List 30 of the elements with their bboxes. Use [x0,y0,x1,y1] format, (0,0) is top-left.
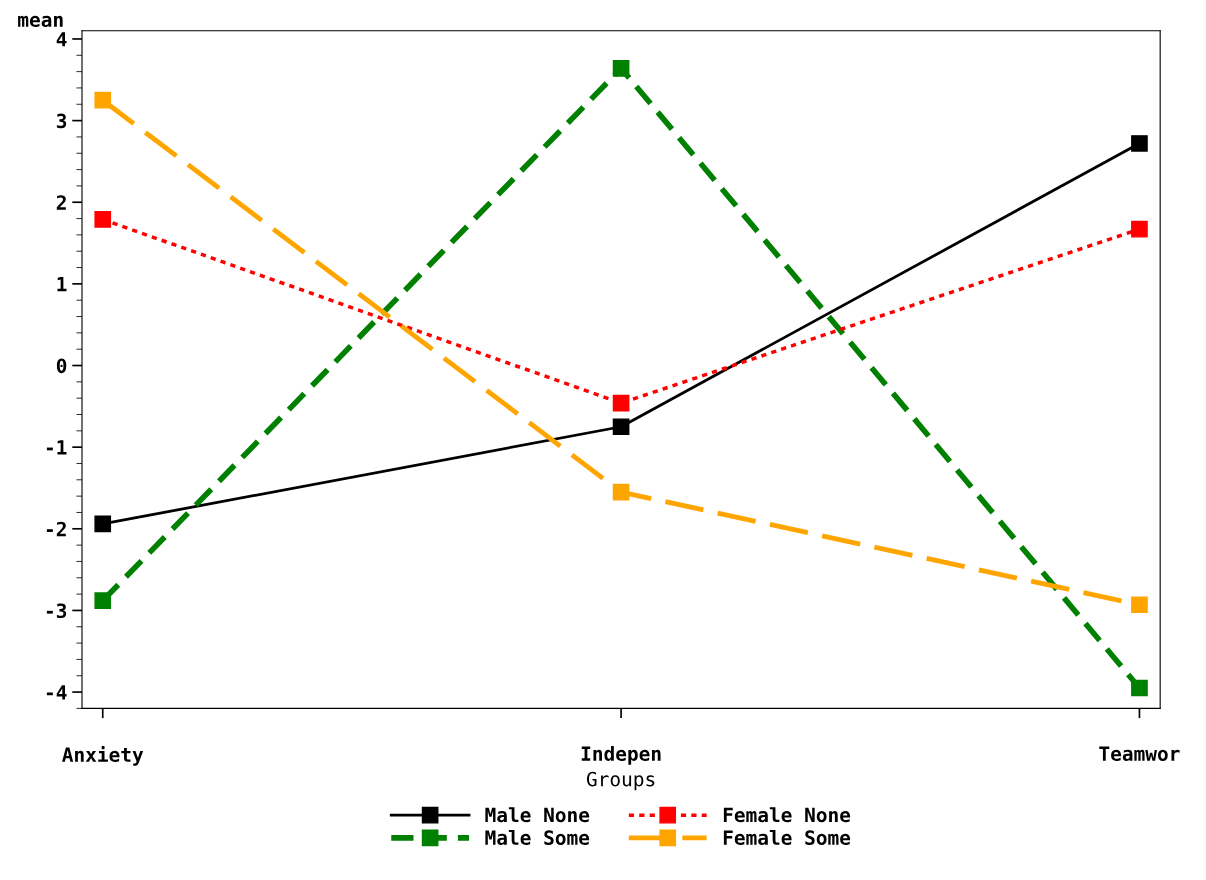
y-tick-label: 0 [56,358,67,374]
legend-label: Female Some [723,829,851,845]
x-tick-label: Teamwor [1099,746,1180,761]
x-axis-title: Groups [586,771,655,791]
legend-label: Male None [485,807,590,823]
y-tick-label: 2 [56,195,66,210]
legend-label: Female None [723,807,851,823]
x-tick-label: Anxiety [62,745,144,766]
y-axis-title: mean [18,15,63,28]
y-tick-label: -1 [46,440,67,455]
point [1131,220,1148,238]
point [1131,135,1148,152]
y-tick-label: -3 [46,603,67,619]
point [94,91,112,109]
point [612,418,630,436]
x-tick-label: Indepen [581,745,661,765]
point [612,483,630,501]
point [94,515,112,533]
point [612,394,630,412]
point [94,211,112,228]
point [1131,596,1148,614]
y-tick-label: -4 [46,685,67,700]
legend-label: Male Some [485,829,590,845]
y-tick-label: 1 [57,277,67,292]
point [612,60,630,77]
point [1131,679,1148,697]
y-tick-label: -2 [46,521,66,537]
y-tick-label: 3 [56,113,67,129]
y-tick-label: 4 [56,32,67,47]
point [94,592,112,609]
